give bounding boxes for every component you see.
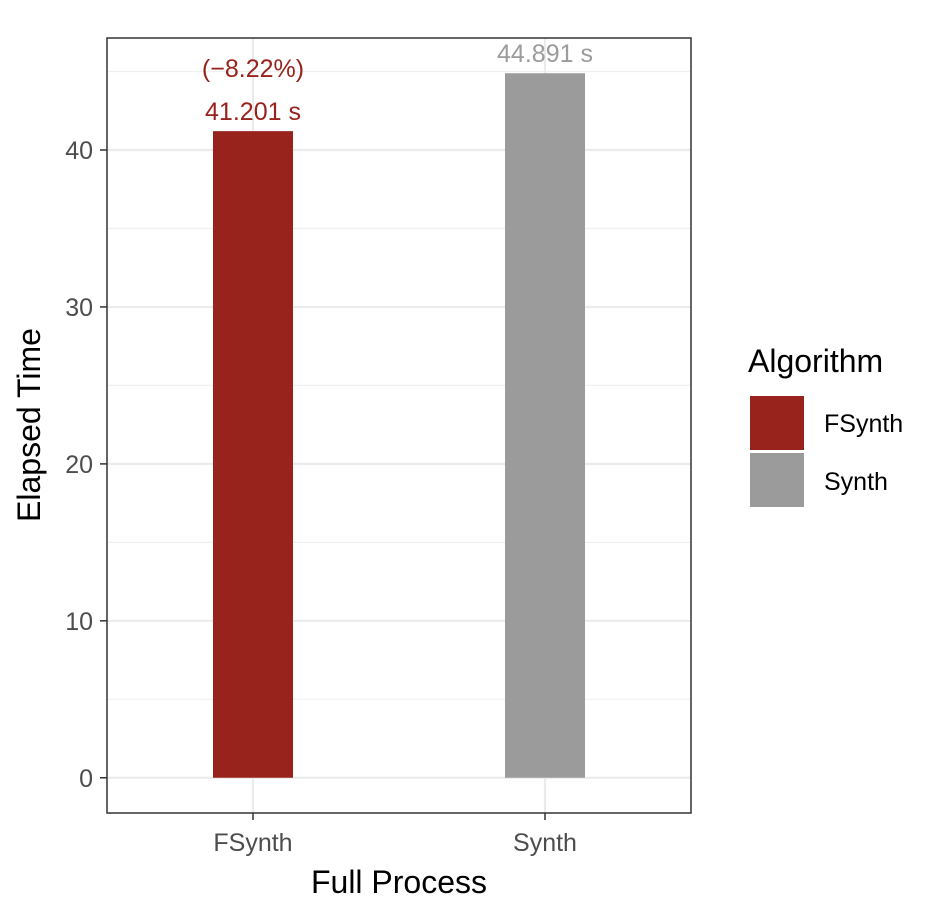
- minor-grid: [107, 70, 691, 700]
- bar-value-labels: 41.201 s (−8.22%) 44.891 s: [202, 40, 593, 126]
- legend-key-fsynth: [750, 396, 804, 450]
- legend-key-synth: [750, 453, 804, 507]
- x-tick-label: Synth: [513, 829, 577, 857]
- bar-synth: [505, 73, 585, 778]
- plot-panel-border: [106, 37, 692, 814]
- legend: Algorithm FSynth Synth: [748, 343, 903, 507]
- y-axis-title: Elapsed Time: [11, 328, 47, 522]
- legend-label-fsynth: FSynth: [824, 410, 903, 438]
- bar-value-label-fsynth: 41.201 s: [205, 98, 301, 126]
- bar-fsynth: [213, 131, 293, 778]
- y-tick-label: 40: [65, 137, 93, 165]
- bar-value-label-synth: 44.891 s: [497, 40, 593, 68]
- y-tick-label: 30: [65, 294, 93, 322]
- x-axis-title: Full Process: [311, 864, 487, 900]
- legend-title: Algorithm: [748, 343, 883, 379]
- legend-label-synth: Synth: [824, 468, 888, 496]
- x-tick-label: FSynth: [213, 829, 292, 857]
- y-axis: 0 10 20 30 40: [65, 137, 107, 793]
- bars: [213, 73, 585, 778]
- x-axis: FSynth Synth: [213, 813, 577, 857]
- bar-annotation-fsynth: (−8.22%): [202, 55, 304, 83]
- y-tick-label: 20: [65, 451, 93, 479]
- y-tick-label: 10: [65, 608, 93, 636]
- y-tick-label: 0: [79, 765, 93, 793]
